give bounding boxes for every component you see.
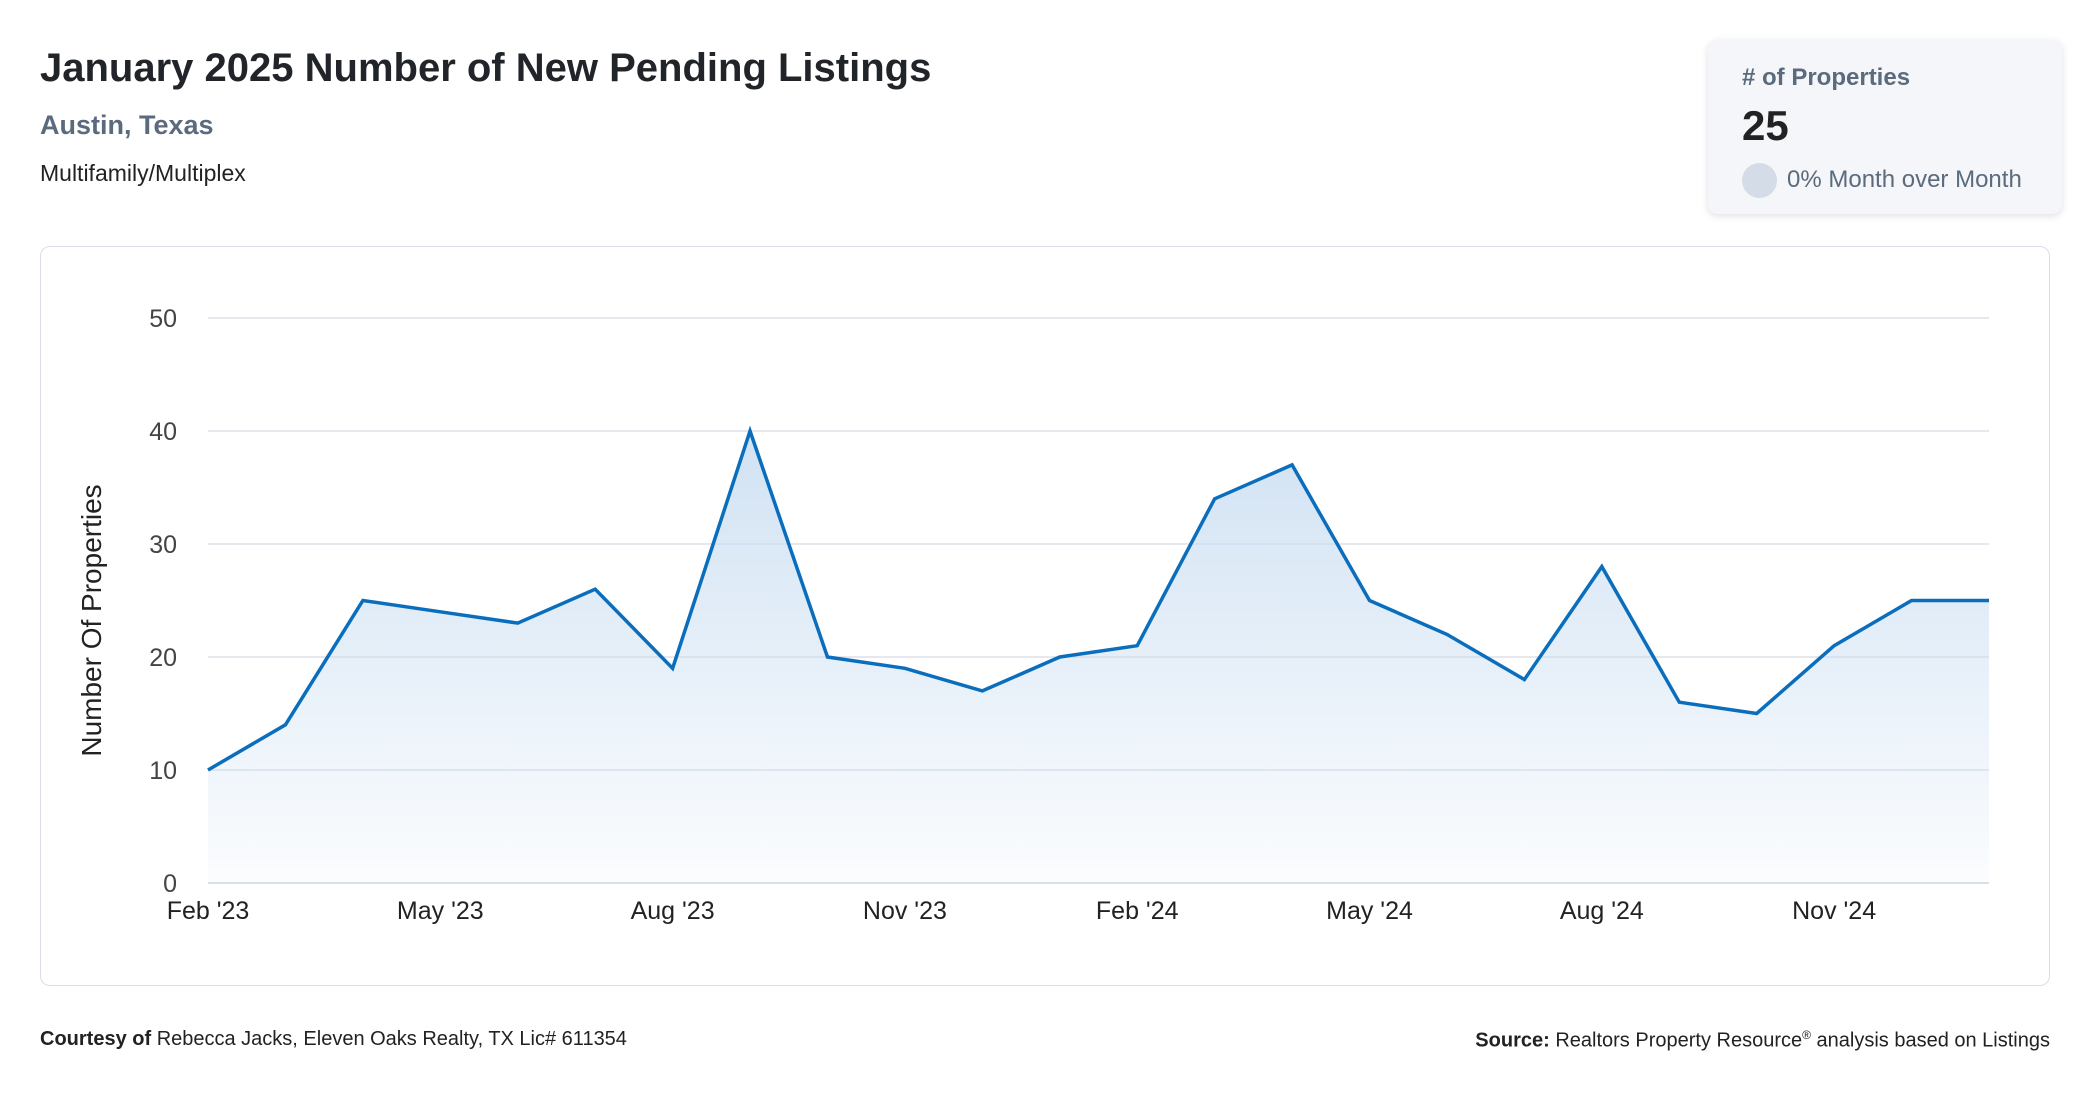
source-text: analysis based on Listings	[1816, 1029, 2050, 1052]
source-name: Realtors Property Resource	[1555, 1029, 1803, 1052]
courtesy-footer: Courtesy of Rebecca Jacks, Eleven Oaks R…	[40, 1028, 627, 1051]
source-footer: Source: Realtors Property Resource® anal…	[1475, 1028, 2050, 1053]
registered-mark: ®	[1802, 1028, 1811, 1042]
source-label: Source:	[1475, 1029, 1550, 1052]
x-tick-label: May '23	[397, 897, 484, 925]
neutral-circle-icon	[1742, 162, 1777, 198]
property-type-label: Multifamily/Multiplex	[40, 160, 246, 186]
x-tick-label: Nov '24	[1792, 897, 1876, 925]
x-tick-label: Nov '23	[863, 897, 947, 925]
x-axis-ticks: Feb '23 May '23 Aug '23 Nov '23 Feb '24 May '…	[167, 897, 1877, 925]
area-fill	[208, 431, 1989, 883]
y-tick-label: 50	[149, 305, 177, 333]
page-title: January 2025 Number of New Pending Listi…	[40, 46, 932, 90]
x-tick-label: Feb '24	[1096, 897, 1179, 925]
stat-label: # of Properties	[1742, 64, 1911, 91]
stat-change: 0% Month over Month	[1742, 162, 2022, 198]
y-axis-ticks: 0 10 20 30 40 50	[149, 305, 177, 898]
y-tick-label: 40	[149, 418, 177, 446]
courtesy-text: Rebecca Jacks, Eleven Oaks Realty, TX Li…	[156, 1028, 627, 1050]
stat-card: # of Properties 25 0% Month over Month	[1708, 40, 2062, 214]
area-layer	[208, 431, 1989, 883]
y-tick-label: 20	[149, 644, 177, 672]
x-tick-label: Aug '23	[631, 897, 715, 925]
line-layer	[207, 425, 1989, 772]
stat-value: 25	[1742, 102, 1789, 149]
courtesy-label: Courtesy of	[40, 1028, 152, 1050]
y-tick-label: 30	[149, 531, 177, 559]
y-tick-label: 10	[149, 757, 177, 785]
stat-change-text: 0% Month over Month	[1787, 166, 2022, 193]
y-tick-label: 0	[163, 870, 177, 898]
series-line	[207, 425, 1989, 772]
chart-card: 0 10 20 30 40 50 Feb '23 May '23 Aug '23 Nov '23…	[40, 246, 2050, 986]
x-tick-label: Feb '23	[167, 897, 250, 925]
line-chart: 0 10 20 30 40 50 Feb '23 May '23 Aug '23 Nov '23…	[76, 305, 1989, 925]
x-tick-label: May '24	[1326, 897, 1413, 925]
x-tick-label: Aug '24	[1560, 897, 1644, 925]
location-subtitle: Austin, Texas	[40, 110, 214, 140]
y-axis-label: Number Of Properties	[76, 484, 107, 756]
